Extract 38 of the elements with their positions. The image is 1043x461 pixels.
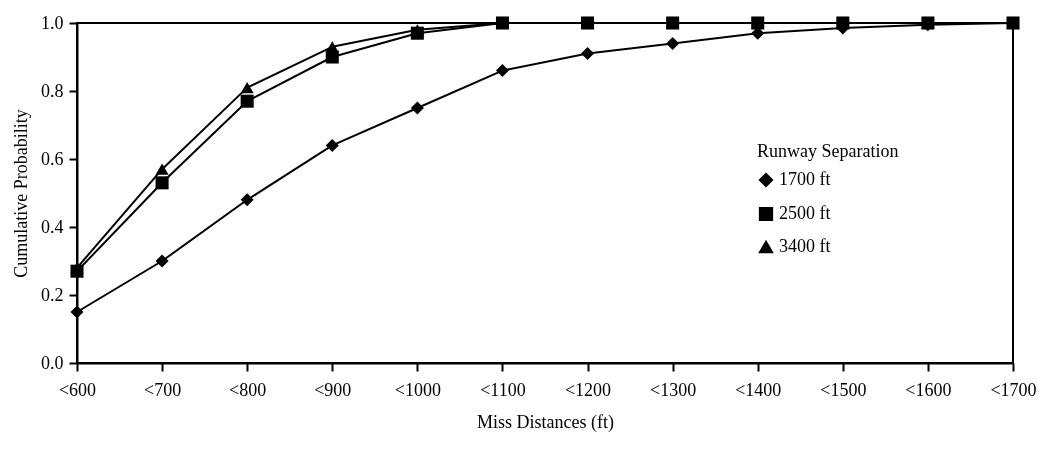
- point: [666, 36, 680, 50]
- point: [240, 94, 254, 108]
- y-tick-label: 0.8: [41, 80, 64, 101]
- x-tick-label: <1000: [394, 379, 441, 400]
- x-tick-label: <600: [58, 379, 97, 400]
- x-tick-label: <900: [314, 379, 352, 400]
- y-tick-label: 0.4: [41, 216, 64, 237]
- point: [70, 262, 84, 274]
- x-tick-label: <1700: [990, 379, 1037, 400]
- x-tick-label: <1600: [905, 379, 952, 400]
- legend-title: Runway Separation: [757, 141, 899, 161]
- y-axis-title: Cumulative Probability: [11, 109, 31, 278]
- legend-label: 1700 ft: [779, 169, 831, 189]
- x-tick-label: <1400: [735, 379, 782, 400]
- point: [240, 193, 254, 207]
- y-tick-label: 1.0: [41, 12, 64, 33]
- legend-label: 3400 ft: [779, 236, 831, 256]
- point: [155, 163, 169, 175]
- point: [155, 176, 169, 190]
- x-axis-title: Miss Distances (ft): [477, 411, 614, 433]
- point: [581, 47, 595, 61]
- point: [240, 81, 254, 94]
- point: [325, 138, 339, 152]
- x-tick-label: <1100: [480, 379, 526, 400]
- point: [70, 305, 84, 319]
- point: [155, 254, 169, 268]
- x-tick-label: <1200: [564, 379, 612, 400]
- point: [325, 41, 339, 53]
- y-tick-label: 0.2: [41, 284, 64, 305]
- x-tick-label: <800: [229, 379, 267, 400]
- y-tick-label: 0.6: [41, 148, 64, 169]
- legend-label: 2500 ft: [779, 203, 831, 223]
- point: [410, 101, 424, 115]
- x-tick-label: <1500: [820, 379, 867, 400]
- x-tick-label: <700: [144, 379, 182, 400]
- x-tick-label: <1300: [650, 379, 697, 400]
- point: [495, 64, 509, 78]
- y-tick-label: 0.0: [41, 352, 64, 373]
